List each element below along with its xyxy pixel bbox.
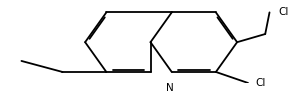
Text: Cl: Cl <box>278 7 288 17</box>
Text: Cl: Cl <box>255 78 265 88</box>
Text: N: N <box>166 83 174 93</box>
